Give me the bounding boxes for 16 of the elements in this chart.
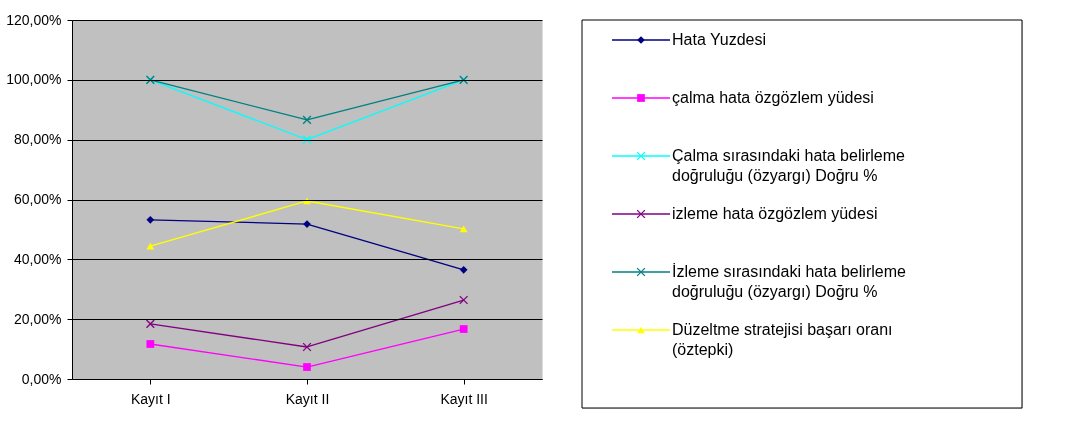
legend-label: Çalma sırasındaki hata belirleme doğruluğu (özyargı) Doğru % bbox=[672, 147, 906, 184]
legend-label: Hata Yuzdesi bbox=[672, 31, 766, 48]
legend-label: İzleme sırasındaki hata belirleme doğruluğu (özyargı) Doğru % bbox=[672, 262, 906, 300]
y-tick-label: 60,00% bbox=[14, 191, 62, 207]
legend-label: çalma hata özgözlem yüdesi bbox=[672, 89, 874, 106]
x-tick-label: Kayıt III bbox=[440, 390, 488, 407]
legend-label: Düzeltme stratejisi başarı oranı (öztepki) bbox=[672, 321, 893, 358]
y-tick-label: 100,00% bbox=[6, 71, 62, 88]
y-tick-label: 120,00% bbox=[6, 11, 62, 28]
y-tick-label: 20,00% bbox=[14, 310, 62, 327]
x-tick-label: Kayıt II bbox=[285, 390, 330, 407]
x-tick-label: Kayıt I bbox=[130, 390, 171, 407]
y-tick-label: 40,00% bbox=[14, 250, 62, 267]
y-tick-label: 0,00% bbox=[21, 370, 62, 387]
y-tick-label: 80,00% bbox=[14, 131, 62, 148]
legend-label: izleme hata özgözlem yüdesi bbox=[672, 205, 878, 222]
